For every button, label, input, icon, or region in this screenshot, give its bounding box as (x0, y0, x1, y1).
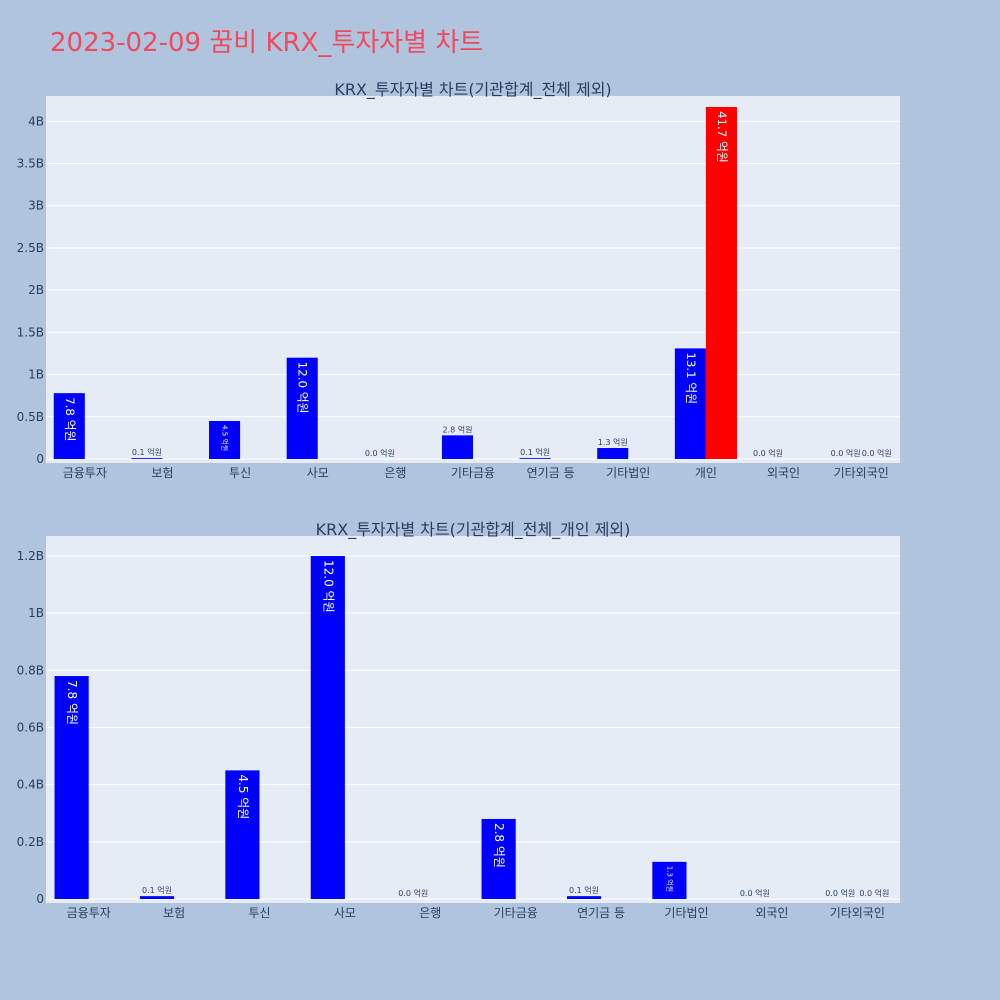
gridlines (46, 120, 900, 460)
data-label: 0.1 억원 (520, 447, 550, 457)
x-tick-label: 기타법인 (606, 466, 650, 480)
y-axis-ticks: 0 0.2B 0.4B 0.6B 0.8B 1B 1.2B (17, 549, 44, 906)
gridlines (46, 555, 900, 900)
data-labels: 7.8 억원 0.1 억원 4.5 억원 12.0 억원 0.0 억원 2.8 억원 0.1… (65, 560, 889, 898)
bar (310, 556, 345, 899)
x-tick-label: 보험 (151, 466, 173, 480)
x-tick-label: 금융투자 (63, 466, 107, 480)
x-tick-label: 투신 (229, 466, 251, 480)
bar (53, 393, 85, 459)
y-tick-label: 0 (36, 892, 44, 906)
x-tick-label: 투신 (248, 906, 270, 920)
bar (286, 357, 318, 459)
x-axis-ticks: 금융투자 보험 투신 사모 은행 기타금융 연기금 등 기타법인 개인 외국인 기타외국인 (63, 465, 889, 480)
data-label: 0.0 억원 (859, 888, 889, 898)
y-tick-label: 0.8B (17, 663, 44, 677)
data-label: 7.8 억원 (63, 397, 77, 441)
bar (652, 861, 687, 899)
bar (519, 458, 551, 459)
bar (131, 458, 163, 459)
data-label: 0.0 억원 (753, 448, 783, 458)
data-label: 0.1 억원 (142, 885, 172, 895)
data-label: 4.5 억원 (221, 425, 230, 451)
y-tick-label: 0.2B (17, 835, 44, 849)
plot-background (46, 96, 900, 463)
data-labels: 7.8 억원 0.1 억원 4.5 억원 12.0 억원 0.0 억원 2.8 억원 0.1… (63, 111, 892, 458)
data-label: 12.0 억원 (296, 362, 310, 414)
data-label: 0.0 억원 (398, 888, 428, 898)
x-tick-label: 은행 (419, 905, 441, 920)
x-tick-label: 외국인 (755, 906, 788, 920)
x-tick-label: 연기금 등 (527, 466, 575, 480)
y-tick-label: 0.5B (17, 410, 44, 424)
bar (139, 896, 175, 899)
data-label: 0.0 억원 (862, 448, 892, 458)
x-tick-label: 사모 (334, 906, 356, 920)
data-label: 2.8 억원 (442, 424, 472, 434)
bars (53, 106, 737, 459)
data-label: 12.0 억원 (321, 560, 335, 613)
chart-title: KRX_투자자별 차트(기관합계_전체 제외) (334, 80, 611, 100)
y-tick-label: 1B (28, 606, 44, 620)
x-tick-label: 기타금융 (451, 466, 495, 480)
y-tick-label: 1B (28, 368, 44, 382)
bars (54, 556, 687, 899)
y-tick-label: 1.5B (17, 325, 44, 339)
bar (209, 421, 241, 459)
y-tick-label: 4B (28, 114, 44, 128)
data-label: 1.3 억원 (598, 437, 628, 447)
bar (674, 348, 706, 459)
y-tick-label: 3.5B (17, 157, 44, 171)
x-tick-label: 보험 (163, 906, 185, 920)
x-tick-label: 기타외국인 (834, 466, 889, 480)
data-label: 0.0 억원 (825, 888, 855, 898)
y-tick-label: 0 (36, 452, 44, 466)
x-axis-ticks: 금융투자 보험 투신 사모 은행 기타금융 연기금 등 기타법인 외국인 기타외국인 (67, 905, 885, 920)
bar (705, 106, 737, 459)
data-label: 0.1 억원 (569, 885, 599, 895)
data-label: 4.5 억원 (236, 774, 250, 819)
bar (441, 435, 473, 459)
data-label: 0.1 억원 (132, 447, 162, 457)
y-tick-label: 2.5B (17, 241, 44, 255)
data-label: 13.1 억원 (684, 352, 698, 404)
x-tick-label: 기타금융 (494, 906, 538, 920)
y-tick-label: 3B (28, 199, 44, 213)
x-tick-label: 개인 (695, 466, 717, 480)
data-label: 2.8 억원 (492, 823, 506, 868)
y-tick-label: 0.4B (17, 778, 44, 792)
x-tick-label: 외국인 (767, 466, 800, 480)
bar (225, 770, 260, 899)
y-axis-ticks: 0 0.5B 1B 1.5B 2B 2.5B 3B 3.5B 4B (17, 114, 44, 466)
page-title: 2023-02-09 꿈비 KRX_투자자별 차트 (50, 28, 484, 58)
data-label: 1.3 억원 (665, 866, 674, 892)
y-tick-label: 0.6B (17, 721, 44, 735)
y-tick-label: 1.2B (17, 549, 44, 563)
bar (597, 448, 629, 459)
plot-background (46, 536, 900, 903)
x-tick-label: 연기금 등 (577, 906, 625, 920)
bar (481, 818, 516, 899)
data-label: 0.0 억원 (365, 448, 395, 458)
x-tick-label: 금융투자 (67, 906, 111, 920)
data-label: 41.7 억원 (715, 111, 729, 163)
x-tick-label: 기타외국인 (830, 906, 885, 920)
data-label: 0.0 억원 (740, 888, 770, 898)
bar (54, 676, 89, 899)
x-tick-label: 기타법인 (664, 906, 708, 920)
data-label: 0.0 억원 (831, 448, 861, 458)
y-tick-label: 2B (28, 283, 44, 297)
chart-title: KRX_투자자별 차트(기관합계_전체_개인 제외) (316, 520, 631, 540)
bar (566, 896, 602, 899)
x-tick-label: 은행 (384, 465, 406, 480)
x-tick-label: 사모 (307, 466, 329, 480)
data-label: 7.8 억원 (65, 680, 79, 725)
